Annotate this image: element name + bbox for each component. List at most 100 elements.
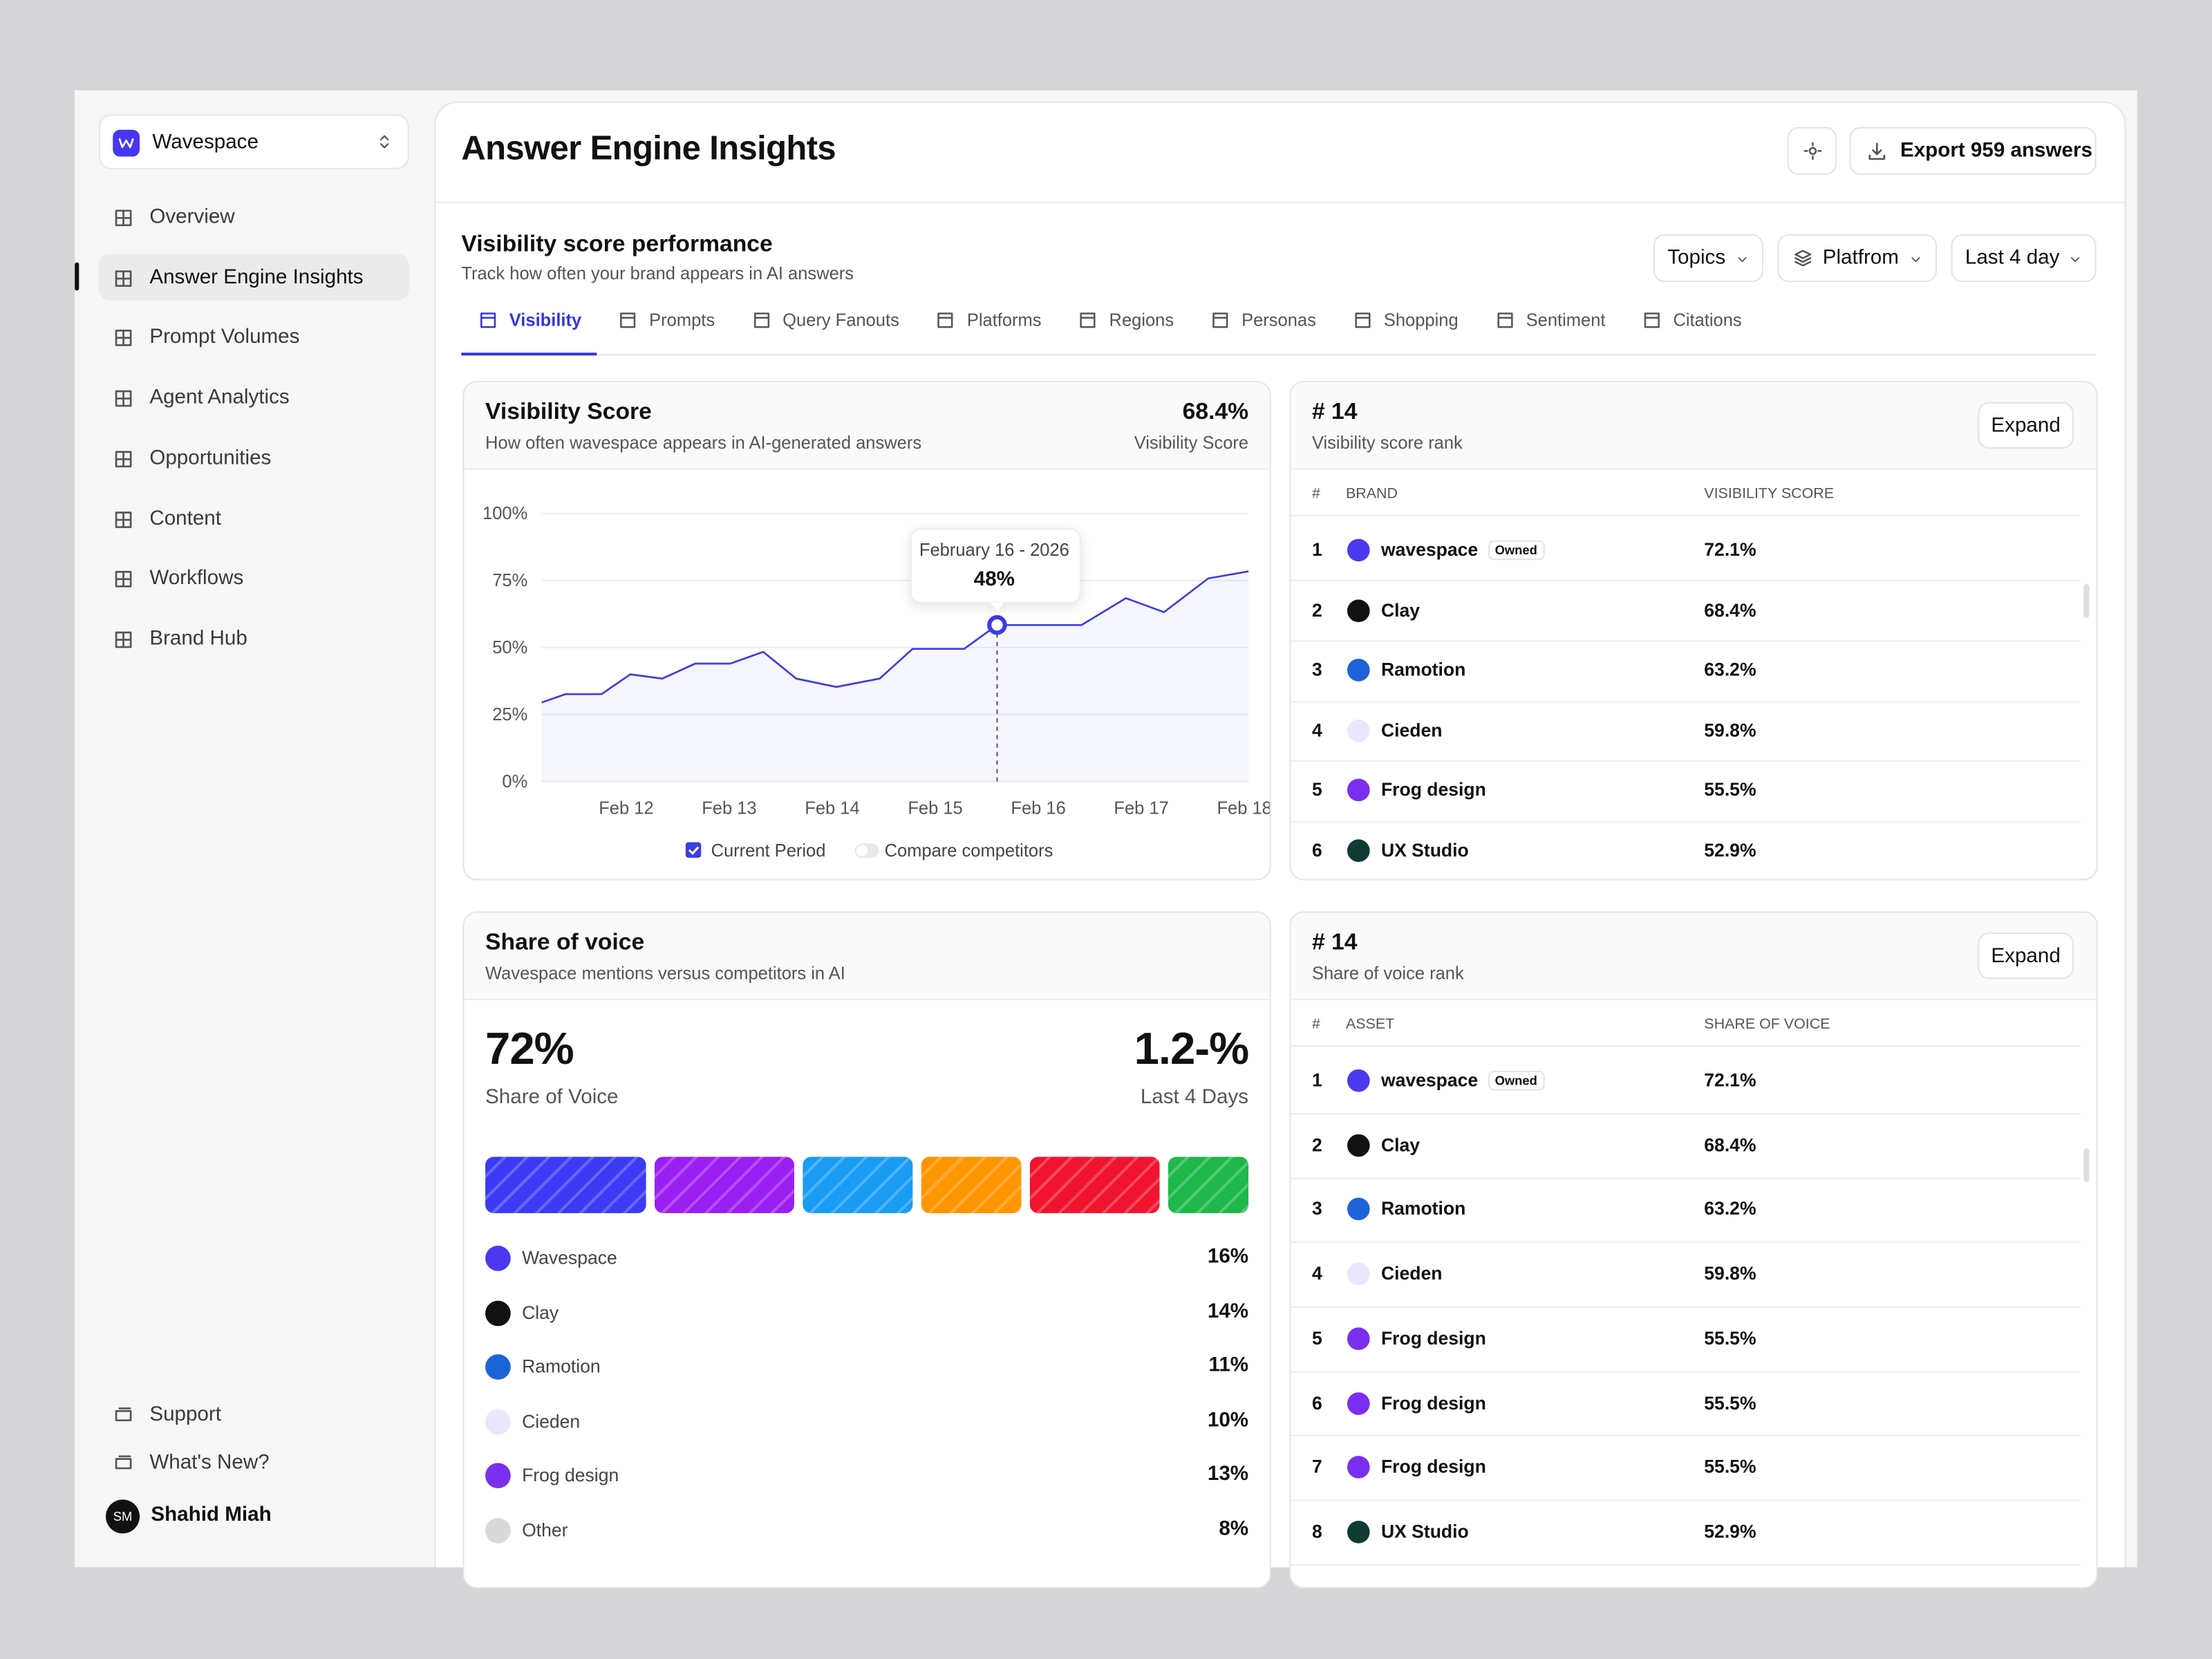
card: Visibility Score How often wavespace appe… xyxy=(462,381,1271,881)
layers-icon-shape xyxy=(1794,250,1812,267)
row-rank: 6 xyxy=(1311,1391,1322,1413)
tab-icon-shape xyxy=(1497,312,1513,328)
legend-check xyxy=(688,846,700,855)
row-rank: 6 xyxy=(1311,839,1322,861)
nav-icon xyxy=(115,511,132,527)
share-name: Ramotion xyxy=(522,1356,601,1378)
nav-icon xyxy=(115,209,132,227)
card-header xyxy=(1291,382,2097,470)
brand-name: Cieden xyxy=(1380,719,1443,741)
brand-cell: Cieden xyxy=(1381,1263,1442,1284)
tab-icon xyxy=(620,312,636,328)
nav-icon xyxy=(115,631,132,648)
row-rank: 1 xyxy=(1311,1069,1322,1091)
tab[interactable]: Visibility xyxy=(461,305,597,336)
row-score: 52.9% xyxy=(1704,839,1756,861)
column-header: # xyxy=(1311,485,1320,503)
frame-right-mask xyxy=(2137,90,2212,1659)
card: # 14 Visibility score rank Expand # BRAND VIS… xyxy=(1289,381,2098,881)
row-score: 59.8% xyxy=(1704,1262,1756,1284)
brand-cell: wavespace Owned xyxy=(1380,538,1545,561)
tab[interactable]: Personas xyxy=(1194,305,1332,336)
y-tick-label: 25% xyxy=(492,705,527,724)
workspace-switcher[interactable]: Wavespace xyxy=(98,114,409,169)
share-name: Frog design xyxy=(522,1465,619,1486)
nav-item[interactable]: Prompt Volumes xyxy=(149,326,300,349)
nav-item[interactable]: Content xyxy=(149,507,221,530)
tab-icon xyxy=(938,312,954,328)
filter-label: Topics xyxy=(1667,247,1726,270)
card-title: Share of voice xyxy=(485,929,645,955)
brand-cell: Frog design xyxy=(1381,1456,1486,1478)
tab[interactable]: Regions xyxy=(1061,305,1189,336)
expand-button[interactable]: Expand xyxy=(1978,402,2074,449)
nav-icon-shape xyxy=(115,451,132,467)
row-rule xyxy=(1291,1306,2081,1308)
logo-glyph-shape xyxy=(118,138,134,149)
tab[interactable]: Platforms xyxy=(919,305,1057,336)
tab[interactable]: Citations xyxy=(1625,305,1757,336)
nav-item[interactable]: Brand Hub xyxy=(149,627,247,650)
chevron-down-shape xyxy=(1911,257,1920,262)
brand-name: Frog design xyxy=(1380,1456,1486,1478)
nav-item[interactable]: Answer Engine Insights xyxy=(149,266,364,289)
owned-badge: Owned xyxy=(1488,539,1545,560)
tooltip-value: 48% xyxy=(974,568,1015,590)
tab-icon xyxy=(1212,312,1228,328)
share-segment xyxy=(654,1156,794,1214)
tooltip-pointer xyxy=(990,602,1004,611)
section-subtitle: Track how often your brand appears in AI… xyxy=(461,263,854,284)
brand-name: wavespace xyxy=(1380,538,1479,561)
row-rule xyxy=(1291,640,2081,642)
expand-button[interactable]: Expand xyxy=(1978,932,2074,980)
share-percent: 10% xyxy=(1207,1409,1249,1432)
tab[interactable]: Query Fanouts xyxy=(735,305,915,336)
settings-button[interactable] xyxy=(1787,126,1837,176)
brand-icon xyxy=(1347,1520,1370,1544)
tab[interactable]: Prompts xyxy=(601,305,731,336)
row-score: 55.5% xyxy=(1704,779,1756,800)
header-divider xyxy=(435,201,2125,203)
row-rule xyxy=(1291,1241,2081,1244)
export-button[interactable]: Export 959 answers xyxy=(1849,126,2097,176)
filter-dropdown[interactable]: Last 4 day xyxy=(1951,234,2097,283)
nav-item[interactable]: Overview xyxy=(149,205,235,229)
filter-dropdown[interactable]: Platfrom xyxy=(1777,234,1938,283)
card-title: Visibility Score xyxy=(485,399,652,425)
card: # 14 Share of voice rank Expand # ASSET SHARE… xyxy=(1289,911,2098,1588)
nav-item[interactable]: Agent Analytics xyxy=(149,386,290,410)
row-rank: 2 xyxy=(1311,599,1322,621)
gear-icon-shape xyxy=(1803,142,1822,160)
nav-item[interactable]: Opportunities xyxy=(149,447,272,470)
tab-label: Shopping xyxy=(1383,310,1459,330)
chevron-updown xyxy=(379,135,389,149)
tab[interactable]: Shopping xyxy=(1335,305,1474,336)
compare-label: Compare competitors xyxy=(885,841,1053,861)
brand-cell: Frog design xyxy=(1381,779,1486,800)
filter-label: Platfrom xyxy=(1822,247,1899,270)
brand-cell: Ramotion xyxy=(1381,1198,1465,1219)
tab-active-underline xyxy=(461,353,597,356)
chevron-down xyxy=(1738,257,1747,262)
chevron-down-shape xyxy=(2071,257,2080,262)
row-rule xyxy=(1291,1435,2081,1437)
footer-link[interactable]: Support xyxy=(149,1403,221,1427)
download-icon xyxy=(1868,142,1886,160)
row-score: 55.5% xyxy=(1704,1456,1756,1478)
brand-icon xyxy=(485,1463,511,1489)
filter-dropdown[interactable]: Topics xyxy=(1653,234,1764,283)
tab-label: Platforms xyxy=(966,310,1042,330)
chevron-down-shape xyxy=(1738,257,1747,262)
card-header xyxy=(464,912,1270,1000)
x-tick-label: Feb 15 xyxy=(908,799,962,818)
row-rank: 7 xyxy=(1311,1456,1322,1478)
tab[interactable]: Sentiment xyxy=(1478,305,1621,336)
tab-icon xyxy=(1497,312,1513,328)
filter-label: Last 4 day xyxy=(1965,247,2060,270)
line-chart: 0% 25% 50% 75% 100% Feb 12 Feb 13 Feb 14 Feb 15 F… xyxy=(482,504,1270,861)
row-rule xyxy=(1291,1177,2081,1179)
layers-icon xyxy=(1794,250,1812,267)
brand-icon xyxy=(1347,1134,1370,1156)
nav-item[interactable]: Workflows xyxy=(149,567,244,590)
footer-link[interactable]: What's New? xyxy=(149,1452,270,1474)
